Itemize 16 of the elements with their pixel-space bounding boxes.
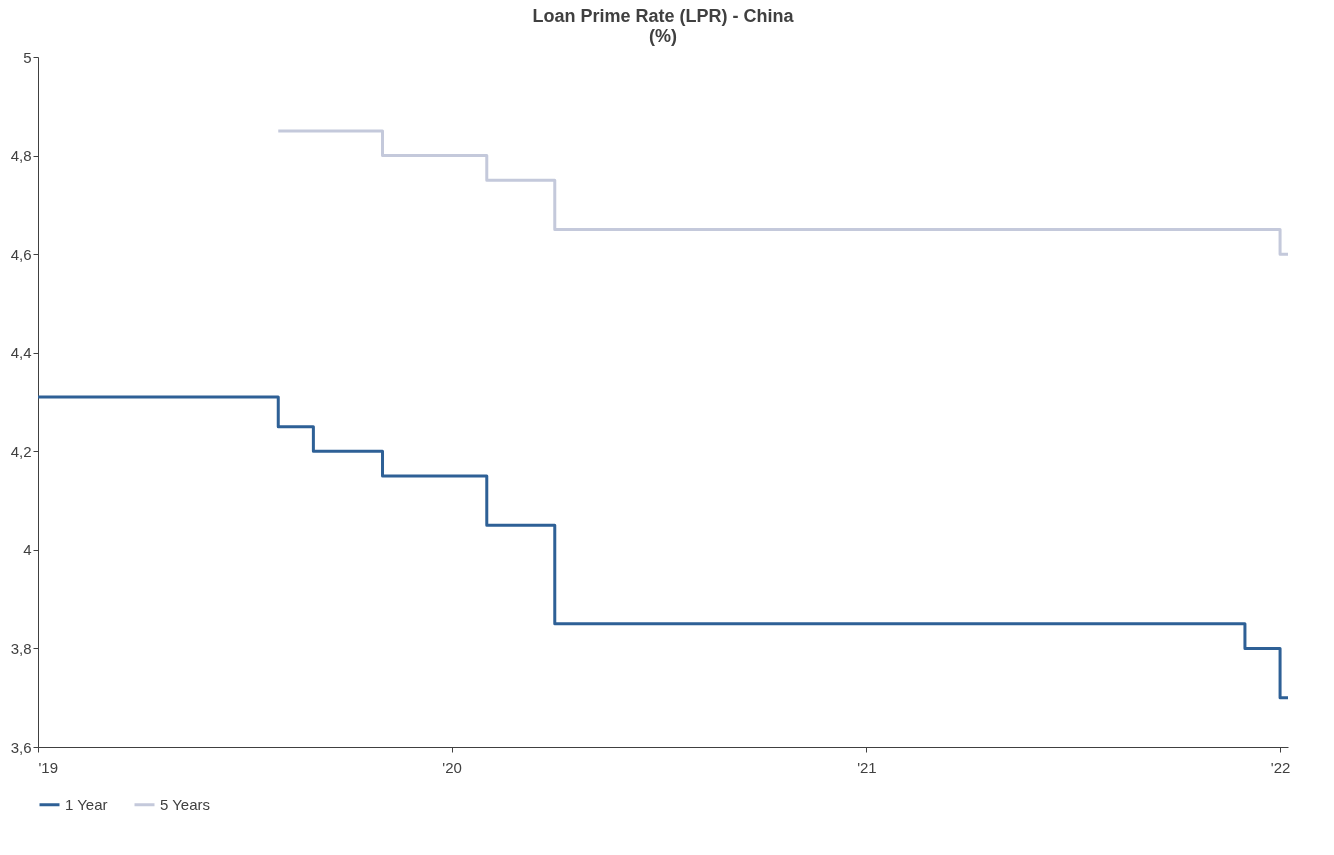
legend-label: 5 Years (160, 795, 211, 813)
x-tick-label: '19 (38, 758, 59, 776)
y-tick-label: 4,8 (10, 147, 32, 165)
chart-subtitle: (%) (649, 26, 677, 46)
y-tick-label: 4,6 (10, 245, 32, 263)
y-tick-label: 3,6 (10, 738, 32, 756)
x-tick-label: '22 (1270, 758, 1291, 776)
legend-label: 1 Year (65, 795, 108, 813)
x-tick-label: '20 (442, 758, 462, 776)
y-tick-label: 5 (23, 48, 32, 66)
y-tick-label: 4,2 (10, 442, 32, 460)
y-tick-label: 4 (23, 541, 32, 559)
chart-title: Loan Prime Rate (LPR) - China (532, 6, 795, 26)
y-tick-label: 4,4 (10, 344, 32, 362)
x-tick-label: '21 (857, 758, 877, 776)
y-tick-label: 3,8 (10, 639, 32, 657)
